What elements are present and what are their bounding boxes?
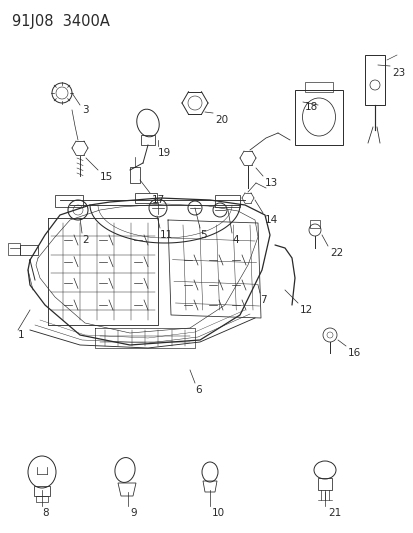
Bar xyxy=(294,90,342,145)
Bar xyxy=(34,486,50,496)
Text: 22: 22 xyxy=(329,248,342,258)
Text: 12: 12 xyxy=(299,305,313,315)
Text: 7: 7 xyxy=(259,295,266,305)
Bar xyxy=(135,193,157,203)
Bar xyxy=(364,55,384,105)
Text: 13: 13 xyxy=(264,178,278,188)
Text: 11: 11 xyxy=(159,230,173,240)
Text: 9: 9 xyxy=(130,508,136,518)
Text: 6: 6 xyxy=(195,385,201,395)
Bar xyxy=(317,478,331,490)
Text: 1: 1 xyxy=(18,330,24,340)
Bar xyxy=(20,245,38,255)
Text: 18: 18 xyxy=(304,102,318,112)
Text: 15: 15 xyxy=(100,172,113,182)
Text: 16: 16 xyxy=(347,348,361,358)
Text: 23: 23 xyxy=(391,68,404,78)
Bar xyxy=(214,195,240,207)
Text: 20: 20 xyxy=(214,115,228,125)
Text: 91J08  3400A: 91J08 3400A xyxy=(12,14,109,29)
Bar xyxy=(309,220,319,228)
Bar xyxy=(55,195,83,207)
Text: 2: 2 xyxy=(82,235,88,245)
Text: 5: 5 xyxy=(199,230,206,240)
Bar xyxy=(141,135,154,145)
Bar xyxy=(8,243,20,255)
Text: 14: 14 xyxy=(264,215,278,225)
Text: 8: 8 xyxy=(42,508,48,518)
Text: 3: 3 xyxy=(82,105,88,115)
Text: 17: 17 xyxy=(152,195,165,205)
Text: 21: 21 xyxy=(327,508,340,518)
Bar xyxy=(130,167,140,183)
Text: 4: 4 xyxy=(231,235,238,245)
Bar xyxy=(36,496,48,502)
Bar xyxy=(304,82,332,92)
Text: 10: 10 xyxy=(211,508,225,518)
Text: 19: 19 xyxy=(158,148,171,158)
